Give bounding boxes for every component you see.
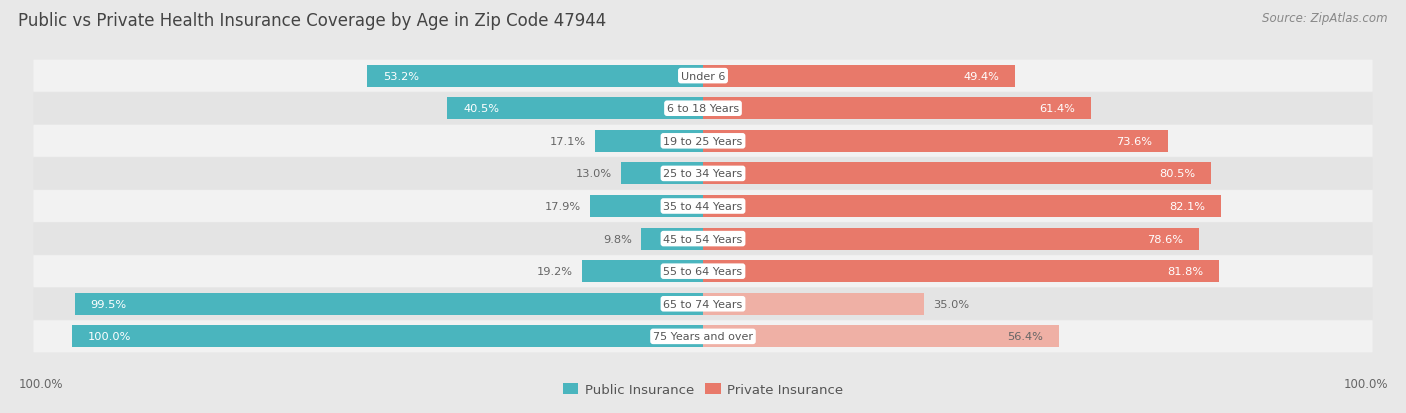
Text: 9.8%: 9.8% [603,234,631,244]
Text: 35 to 44 Years: 35 to 44 Years [664,202,742,211]
Bar [703,131,1168,152]
Bar [595,131,703,152]
Text: 45 to 54 Years: 45 to 54 Years [664,234,742,244]
Bar [447,98,703,120]
FancyBboxPatch shape [34,126,1372,157]
Text: 19 to 25 Years: 19 to 25 Years [664,136,742,147]
Text: 55 to 64 Years: 55 to 64 Years [664,266,742,277]
Bar [703,65,1015,88]
FancyBboxPatch shape [34,61,1372,93]
Bar [703,261,1219,282]
Text: 40.5%: 40.5% [463,104,499,114]
Text: 25 to 34 Years: 25 to 34 Years [664,169,742,179]
Text: 61.4%: 61.4% [1039,104,1076,114]
Bar [591,195,703,218]
FancyBboxPatch shape [34,93,1372,125]
Text: 17.1%: 17.1% [550,136,585,147]
Bar [72,325,703,348]
Bar [582,261,703,282]
Text: 65 to 74 Years: 65 to 74 Years [664,299,742,309]
Text: Source: ZipAtlas.com: Source: ZipAtlas.com [1263,12,1388,25]
FancyBboxPatch shape [34,223,1372,255]
Bar [367,65,703,88]
Bar [703,228,1199,250]
FancyBboxPatch shape [34,256,1372,287]
Text: 13.0%: 13.0% [575,169,612,179]
Bar [641,228,703,250]
FancyBboxPatch shape [34,320,1372,352]
FancyBboxPatch shape [34,158,1372,190]
Text: 75 Years and over: 75 Years and over [652,332,754,342]
Text: 100.0%: 100.0% [1343,377,1388,390]
Bar [621,163,703,185]
FancyBboxPatch shape [34,190,1372,223]
Text: 17.9%: 17.9% [544,202,581,211]
FancyBboxPatch shape [34,288,1372,320]
Text: 78.6%: 78.6% [1147,234,1184,244]
Text: 49.4%: 49.4% [963,71,1000,81]
Text: 53.2%: 53.2% [382,71,419,81]
Bar [703,163,1212,185]
Text: 56.4%: 56.4% [1008,332,1043,342]
Bar [703,98,1091,120]
Text: 73.6%: 73.6% [1116,136,1152,147]
Text: 19.2%: 19.2% [536,266,572,277]
Legend: Public Insurance, Private Insurance: Public Insurance, Private Insurance [557,378,849,401]
Text: 6 to 18 Years: 6 to 18 Years [666,104,740,114]
Text: Public vs Private Health Insurance Coverage by Age in Zip Code 47944: Public vs Private Health Insurance Cover… [18,12,606,30]
Text: 100.0%: 100.0% [87,332,131,342]
Bar [75,293,703,315]
Text: 35.0%: 35.0% [934,299,970,309]
Text: 81.8%: 81.8% [1167,266,1204,277]
Bar [703,195,1222,218]
Text: 99.5%: 99.5% [90,299,127,309]
Bar [703,325,1059,348]
Text: 100.0%: 100.0% [18,377,63,390]
Text: 82.1%: 82.1% [1170,202,1205,211]
Text: Under 6: Under 6 [681,71,725,81]
Bar [703,293,924,315]
Text: 80.5%: 80.5% [1160,169,1195,179]
